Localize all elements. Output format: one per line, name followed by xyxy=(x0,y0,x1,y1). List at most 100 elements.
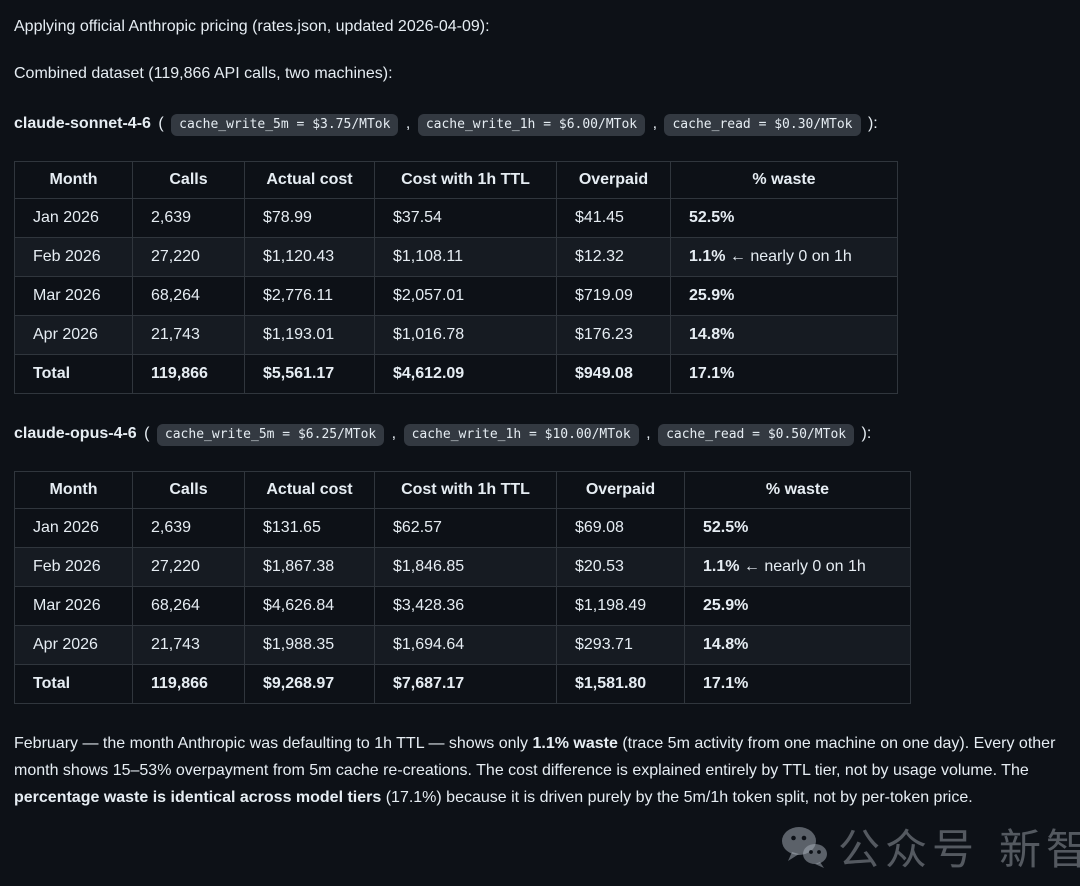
column-header: Actual cost xyxy=(244,161,375,199)
pill-separator: , xyxy=(387,425,401,442)
column-header: % waste xyxy=(684,471,911,509)
actual-cost-cell: $131.65 xyxy=(244,508,375,548)
table-row: Apr 2026 21,743 $1,193.01 $1,016.78 $176.23 1… xyxy=(14,315,898,355)
calls-cell: 27,220 xyxy=(132,237,245,277)
pill-separator: , xyxy=(641,425,656,442)
pricing-pill: cache_write_1h = $10.00/MTok xyxy=(403,424,639,446)
column-header: Actual cost xyxy=(244,471,375,509)
overpaid-cell: $20.53 xyxy=(556,547,685,587)
calls-cell: 68,264 xyxy=(132,586,245,626)
header-row: Month Calls Actual cost Cost with 1h TTL Ove… xyxy=(14,471,911,509)
summary-text-segment: 1.1% waste xyxy=(532,735,618,752)
month-cell: Feb 2026 xyxy=(14,237,133,277)
intro-dataset-line: Combined dataset (119,866 API calls, two… xyxy=(14,65,393,82)
overpaid-cell: $12.32 xyxy=(556,237,671,277)
close-paren: ): xyxy=(857,425,872,442)
model-name: claude-sonnet-4-6 xyxy=(14,115,151,132)
waste-cell: 25.9% xyxy=(684,586,911,626)
model-heading-sonnet: claude-sonnet-4-6 ( cache_write_5m = $3.… xyxy=(14,110,1066,139)
month-cell: Mar 2026 xyxy=(14,276,133,316)
waste-value: 14.8% xyxy=(703,636,749,653)
pricing-pill: cache_write_1h = $6.00/MTok xyxy=(417,114,646,136)
summary-text-segment: percentage waste is identical across mod… xyxy=(14,789,382,806)
summary-paragraph: February — the month Anthropic was defau… xyxy=(14,730,1068,811)
calls-cell: 68,264 xyxy=(132,276,245,316)
waste-value: 1.1% xyxy=(689,248,726,265)
pricing-pill: cache_read = $0.50/MTok xyxy=(658,424,855,446)
actual-cost-cell: $78.99 xyxy=(244,198,375,238)
table-row: Jan 2026 2,639 $78.99 $37.54 $41.45 52.5% xyxy=(14,198,898,238)
overpaid-cell: $293.71 xyxy=(556,625,685,665)
open-paren: ( xyxy=(139,425,154,442)
cost-1h-ttl-cell: $1,694.64 xyxy=(374,625,557,665)
calls-cell: 2,639 xyxy=(132,198,245,238)
column-header: Overpaid xyxy=(556,161,671,199)
column-header: Calls xyxy=(132,471,245,509)
overpaid-cell: $1,198.49 xyxy=(556,586,685,626)
waste-cell: 52.5% xyxy=(670,198,898,238)
pill-separator: , xyxy=(648,115,662,132)
calls-cell: 27,220 xyxy=(132,547,245,587)
summary-text-segment: February — the month Anthropic was defau… xyxy=(14,735,533,752)
waste-value: 14.8% xyxy=(689,326,735,343)
open-paren: ( xyxy=(153,115,169,132)
calls-cell: 21,743 xyxy=(132,315,245,355)
actual-cost-cell: $1,193.01 xyxy=(244,315,375,355)
table-body: Jan 2026 2,639 $78.99 $37.54 $41.45 52.5% Feb … xyxy=(14,198,898,394)
table-row: Apr 2026 21,743 $1,988.35 $1,694.64 $293.71 1… xyxy=(14,625,911,665)
cost-1h-ttl-cell: $62.57 xyxy=(374,508,557,548)
table-head: Month Calls Actual cost Cost with 1h TTL Ove… xyxy=(14,471,911,509)
actual-cost-cell: $1,988.35 xyxy=(244,625,375,665)
month-cell: Mar 2026 xyxy=(14,586,133,626)
summary-text-segment: (17.1%) because it is driven purely by t… xyxy=(381,789,973,806)
waste-value: 52.5% xyxy=(689,209,735,226)
cost-1h-ttl-cell: $1,846.85 xyxy=(374,547,557,587)
calls-cell: 119,866 xyxy=(132,354,245,394)
calls-cell: 2,639 xyxy=(132,508,245,548)
actual-cost-cell: $2,776.11 xyxy=(244,276,375,316)
month-cell: Apr 2026 xyxy=(14,315,133,355)
cost-1h-ttl-cell: $2,057.01 xyxy=(374,276,557,316)
waste-value: 1.1% xyxy=(703,558,740,575)
month-cell: Jan 2026 xyxy=(14,198,133,238)
month-cell: Jan 2026 xyxy=(14,508,133,548)
waste-cell: 52.5% xyxy=(684,508,911,548)
pricing-pills: cache_write_5m = $6.25/MTok , cache_writ… xyxy=(156,424,855,446)
table-row: Mar 2026 68,264 $2,776.11 $2,057.01 $719.09 2… xyxy=(14,276,898,316)
pricing-pill: cache_read = $0.30/MTok xyxy=(664,114,861,136)
waste-value: 25.9% xyxy=(689,287,735,304)
month-cell: Apr 2026 xyxy=(14,625,133,665)
table-row: Jan 2026 2,639 $131.65 $62.57 $69.08 52.5% xyxy=(14,508,911,548)
summary-text-segment: (trace 5m activity from one machine on o… xyxy=(14,735,1056,779)
waste-value: 17.1% xyxy=(689,365,735,382)
waste-cell: 14.8% xyxy=(670,315,898,355)
table-head: Month Calls Actual cost Cost with 1h TTL Ove… xyxy=(14,161,898,199)
waste-cell: 14.8% xyxy=(684,625,911,665)
pricing-pill: cache_write_5m = $3.75/MTok xyxy=(171,114,399,136)
overpaid-cell: $1,581.80 xyxy=(556,664,685,704)
table-row: Mar 2026 68,264 $4,626.84 $3,428.36 $1,198.4… xyxy=(14,586,911,626)
waste-value: 52.5% xyxy=(703,519,749,536)
pricing-pills: cache_write_5m = $3.75/MTok , cache_writ… xyxy=(171,114,861,136)
actual-cost-cell: $4,626.84 xyxy=(244,586,375,626)
close-paren: ): xyxy=(863,115,878,132)
pricing-pill: cache_write_5m = $6.25/MTok xyxy=(156,424,385,446)
overpaid-cell: $69.08 xyxy=(556,508,685,548)
model-heading-opus: claude-opus-4-6 ( cache_write_5m = $6.25… xyxy=(14,420,1066,449)
month-cell: Total xyxy=(14,354,133,394)
table-row: Feb 2026 27,220 $1,867.38 $1,846.85 $20.53 1.… xyxy=(14,547,911,587)
watermark-label: 公众号 xyxy=(838,826,980,873)
sonnet-cost-table: Month Calls Actual cost Cost with 1h TTL Ove… xyxy=(14,161,898,394)
waste-value: 25.9% xyxy=(703,597,749,614)
cost-1h-ttl-cell: $1,108.11 xyxy=(374,237,557,277)
waste-cell: 25.9% xyxy=(670,276,898,316)
overpaid-cell: $719.09 xyxy=(556,276,671,316)
cost-1h-ttl-cell: $37.54 xyxy=(374,198,557,238)
actual-cost-cell: $9,268.97 xyxy=(244,664,375,704)
column-header: Cost with 1h TTL xyxy=(374,471,557,509)
table-body: Jan 2026 2,639 $131.65 $62.57 $69.08 52.5% Feb… xyxy=(14,508,911,704)
waste-note: ← nearly 0 on 1h xyxy=(725,248,852,265)
waste-cell: 1.1% ← nearly 0 on 1h xyxy=(684,547,911,587)
table-row: Total 119,866 $5,561.17 $4,612.09 $949.08 17.… xyxy=(14,354,898,394)
pill-separator: , xyxy=(401,115,415,132)
